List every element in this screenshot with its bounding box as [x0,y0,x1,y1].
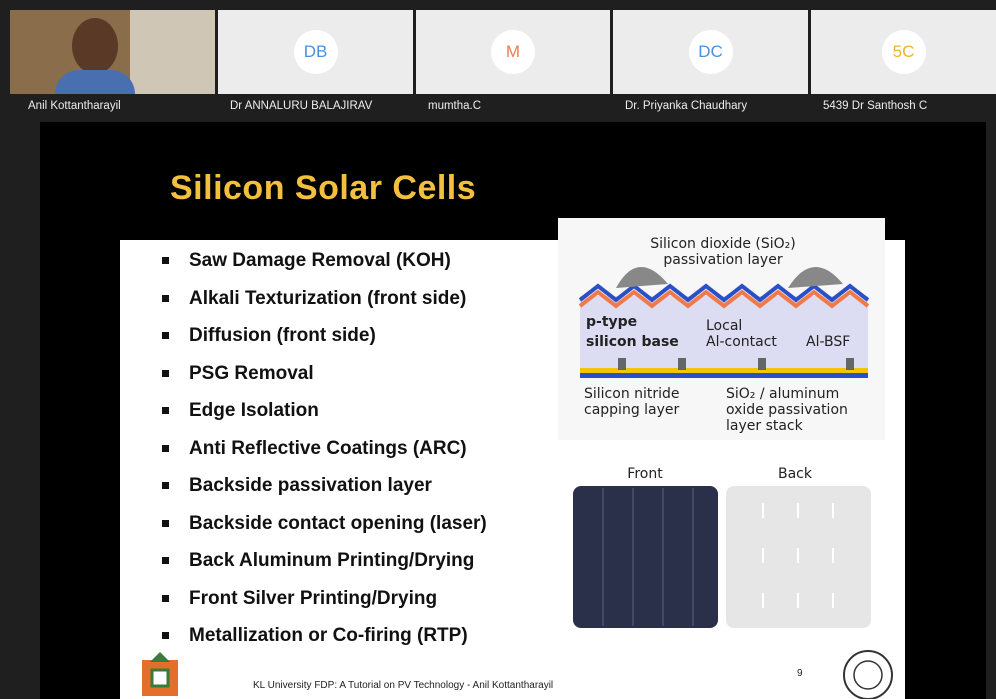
participant-name: mumtha.C [428,100,481,112]
al-contact [618,358,626,370]
participant-name: 5439 Dr Santhosh C [823,100,927,112]
diagram-label: p-type [586,314,637,330]
bullet-item: Front Silver Printing/Drying [189,588,437,610]
bullet-item: Anti Reflective Coatings (ARC) [189,438,467,460]
diagram-label: Back [778,466,813,482]
bullet-item: Metallization or Co-firing (RTP) [189,625,468,647]
al-contact [678,358,686,370]
participant-initials: DB [294,30,338,74]
diagram-label: capping layer [584,402,680,418]
shared-slide: Silicon Solar Cells Saw Damage Removal (… [40,122,986,699]
participant-tile: M [416,10,610,94]
video-person-body [55,70,135,94]
diagram-label: Al-BSF [806,334,850,350]
diagram-label: Silicon dioxide (SiO₂) [650,236,796,252]
participant-initials: 5C [882,30,926,74]
video-person-head [72,18,118,74]
slide-footer: KL University FDP: A Tutorial on PV Tech… [253,680,553,691]
participant-initials: M [491,30,535,74]
diagram-label: Local [706,318,742,334]
page-number: 9 [797,668,803,679]
participant-tile: DB [218,10,413,94]
diagram-label: Silicon nitride [584,386,680,402]
diagram-label: layer stack [726,418,804,434]
iitb-logo [838,645,898,699]
nitride-layer [580,373,868,378]
participant-name: Dr ANNALURU BALAJIRAV [230,100,372,112]
participant-tile: DC [613,10,808,94]
bullet-item: Back Aluminum Printing/Drying [189,550,474,572]
bullet-item: Backside passivation layer [189,475,432,497]
bullet-item: Diffusion (front side) [189,325,376,347]
participant-initials: DC [689,30,733,74]
meeting-screen: Anil Kottantharayil DB Dr ANNALURU BALAJIR… [0,0,996,699]
bullet-item: Backside contact opening (laser) [189,513,487,535]
al-contact [846,358,854,370]
diagram-label: passivation layer [663,252,782,268]
bullet-item: PSG Removal [189,363,314,385]
participant-name: Dr. Priyanka Chaudhary [625,100,747,112]
diagram-label: SiO₂ / aluminum [726,386,839,402]
al-contact [758,358,766,370]
diagram-label: Front [627,466,663,482]
cell-diagram: Silicon dioxide (SiO₂) passivation layer… [558,218,888,638]
bullet-item: Alkali Texturization (front side) [189,288,466,310]
bullet-item: Edge Isolation [189,400,319,422]
video-wall [130,10,215,94]
slide-title: Silicon Solar Cells [170,169,476,208]
front-cell [573,486,718,628]
bullet-item: Saw Damage Removal (KOH) [189,250,451,272]
diagram-label: oxide passivation [726,402,848,418]
participant-name: Anil Kottantharayil [28,100,121,112]
slide-content: Saw Damage Removal (KOH) Alkali Texturiza… [120,240,905,699]
diagram-label: silicon base [586,334,679,350]
diagram-label: Al-contact [706,334,777,350]
kl-logo [122,652,197,699]
participant-tile: 5C [811,10,996,94]
participant-tile [10,10,215,94]
